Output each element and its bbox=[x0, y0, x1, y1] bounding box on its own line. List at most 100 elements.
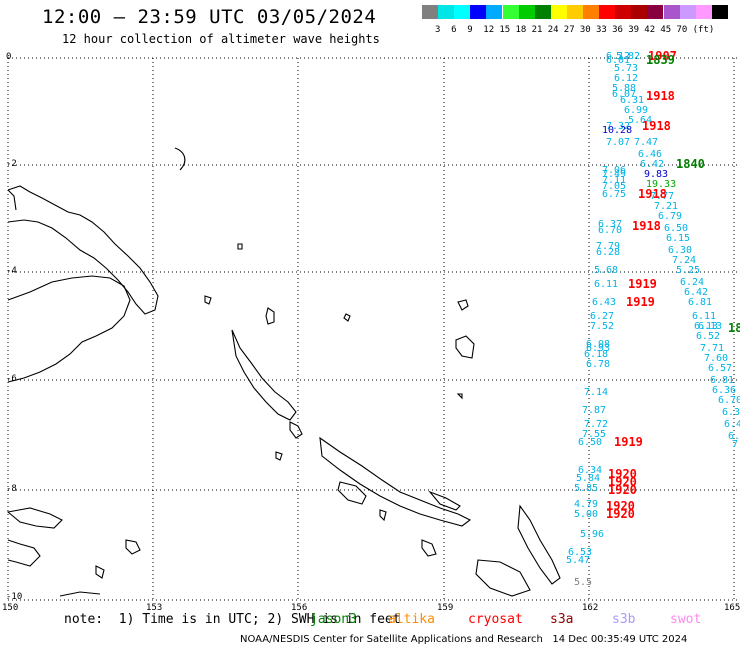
scale-swatch bbox=[695, 5, 712, 19]
map-title: 12:00 – 23:59 UTC 03/05/2024 bbox=[42, 6, 377, 28]
wave-height-label: 6.46 bbox=[638, 149, 663, 160]
wave-height-label: 6.11 bbox=[594, 279, 619, 290]
satellite-cryosat: cryosat bbox=[468, 612, 523, 627]
wave-height-label: 6.12 bbox=[606, 51, 631, 62]
wave-height-label: 6.52 bbox=[696, 331, 721, 342]
scale-swatch bbox=[711, 5, 728, 19]
scale-label: 39 bbox=[628, 25, 640, 35]
wave-height-label: 6.79 bbox=[658, 211, 683, 222]
wave-height-label: 7.77 bbox=[650, 191, 675, 202]
satellite-jason3: jason3 bbox=[310, 612, 357, 627]
scale-swatch bbox=[631, 5, 648, 19]
lon-label-5: 165 bbox=[724, 603, 740, 613]
wave-height-label: 10.28 bbox=[602, 125, 633, 136]
wave-height-label: 5.25 bbox=[676, 265, 701, 276]
wave-height-label: 6.70 bbox=[718, 395, 740, 406]
wave-height-label: 6.50 bbox=[664, 223, 689, 234]
wave-height-label: 6.30 bbox=[668, 245, 693, 256]
wave-height-label: 7.72 bbox=[584, 419, 609, 430]
scale-swatch bbox=[550, 5, 567, 19]
lon-label-3: 159 bbox=[437, 603, 454, 613]
wave-height-label: 6.99 bbox=[624, 105, 649, 116]
credit-line: NOAA/NESDIS Center for Satellite Applica… bbox=[240, 634, 688, 645]
wave-height-label: 6.27 bbox=[590, 311, 615, 322]
pass-time-label: 1918 bbox=[642, 119, 671, 133]
wave-height-label: 6.07 bbox=[612, 89, 637, 100]
scale-swatch bbox=[422, 5, 438, 19]
scale-swatch bbox=[486, 5, 503, 19]
wave-height-label: 7.71 bbox=[700, 343, 725, 354]
scale-label: 24 bbox=[547, 25, 559, 35]
scale-label: 27 bbox=[563, 25, 575, 35]
wave-height-label: 7.32 bbox=[606, 121, 631, 132]
wave-height-label: 7.06 bbox=[602, 165, 627, 176]
wave-height-label: 6.31 bbox=[620, 95, 645, 106]
wave-height-label: 6.3 bbox=[722, 407, 740, 418]
footer-note: note: 1) Time is in UTC; 2) SWH is in fe… bbox=[64, 612, 401, 627]
pass-time-label: 1920 bbox=[608, 467, 637, 481]
wave-height-label: 5.85 bbox=[574, 483, 599, 494]
pass-time-label: 1920 bbox=[608, 483, 637, 497]
wave-height-label: 6.15 bbox=[666, 233, 691, 244]
scale-label: 30 bbox=[579, 25, 591, 35]
wave-height-label: 6.81 bbox=[710, 375, 735, 386]
satellite-s3b: s3b bbox=[612, 612, 636, 627]
scale-swatch bbox=[647, 5, 664, 19]
pass-time-label: 1839 bbox=[646, 53, 675, 67]
lat-label-0: 0 bbox=[6, 52, 12, 62]
wave-height-label: 7.11 bbox=[602, 175, 627, 186]
lat-label-3: -6 bbox=[6, 374, 17, 384]
wave-height-label: 6.28 bbox=[596, 247, 621, 258]
wave-height-label: 5.64 bbox=[628, 115, 653, 126]
wave-height-label: 6.70 bbox=[598, 225, 623, 236]
wave-height-label: 5.5 bbox=[574, 577, 593, 588]
coastlines bbox=[6, 147, 561, 597]
pass-time-label: 1918 bbox=[646, 89, 675, 103]
pass-time-label: 1907 bbox=[648, 49, 677, 63]
lon-label-0: 150 bbox=[2, 603, 19, 613]
wave-height-label: 6.13 bbox=[694, 321, 719, 332]
scale-label: 33 bbox=[596, 25, 607, 35]
wave-height-label: 6.81 bbox=[688, 297, 713, 308]
scale-label: 15 bbox=[499, 25, 511, 35]
lon-label-1: 153 bbox=[146, 603, 163, 613]
scale-label: 9 bbox=[467, 25, 473, 35]
scale-label: 36 bbox=[612, 25, 623, 35]
pass-time-label: 1920 bbox=[606, 499, 635, 513]
wave-height-label: 19.33 bbox=[646, 179, 677, 190]
scale-label: 3 bbox=[435, 25, 441, 35]
wave-height-label: 5.84 bbox=[576, 473, 601, 484]
wave-height-label: 6.24 bbox=[680, 277, 705, 288]
lat-label-4: -8 bbox=[6, 484, 17, 494]
pass-time-label: 1920 bbox=[608, 475, 637, 489]
satellite-swot: swot bbox=[670, 612, 702, 627]
wave-height-label: 7.79 bbox=[596, 241, 621, 252]
map-subtitle: 12 hour collection of altimeter wave hei… bbox=[62, 32, 380, 46]
scale-swatch bbox=[615, 5, 632, 19]
satellite-s3a: s3a bbox=[550, 612, 574, 627]
lat-label-1: -2 bbox=[6, 159, 17, 169]
wave-height-label: 6.42 bbox=[640, 159, 665, 170]
scale-label: 45 bbox=[660, 25, 672, 35]
wave-height-label: 7.52 bbox=[590, 321, 615, 332]
scale-swatch bbox=[438, 5, 455, 19]
wave-height-label: 6.11 bbox=[692, 311, 717, 322]
scale-unit: (ft) bbox=[692, 25, 715, 35]
lat-label-2: -4 bbox=[6, 266, 17, 276]
scale-swatch bbox=[518, 5, 535, 19]
wave-height-label: 6.53 bbox=[568, 547, 593, 558]
wave-height-label: 6.36 bbox=[712, 385, 737, 396]
wave-height-label: 6.75 bbox=[602, 189, 627, 200]
lat-label-5: -10 bbox=[6, 592, 23, 602]
scale-swatch bbox=[534, 5, 551, 19]
wave-height-label: 6.01 bbox=[606, 55, 631, 66]
wave-height-label: 9.83 bbox=[644, 169, 669, 180]
wave-height-label: 7.47 bbox=[634, 137, 659, 148]
wave-height-label: 7.14 bbox=[584, 387, 609, 398]
pass-time-label: 1918 bbox=[638, 187, 667, 201]
scale-label: 42 bbox=[644, 25, 656, 35]
scale-swatch bbox=[454, 5, 471, 19]
wave-height-label: 5.47 bbox=[566, 555, 591, 566]
wave-height-label: 7.60 bbox=[704, 353, 729, 364]
wave-height-label: 6.78 bbox=[586, 359, 611, 370]
